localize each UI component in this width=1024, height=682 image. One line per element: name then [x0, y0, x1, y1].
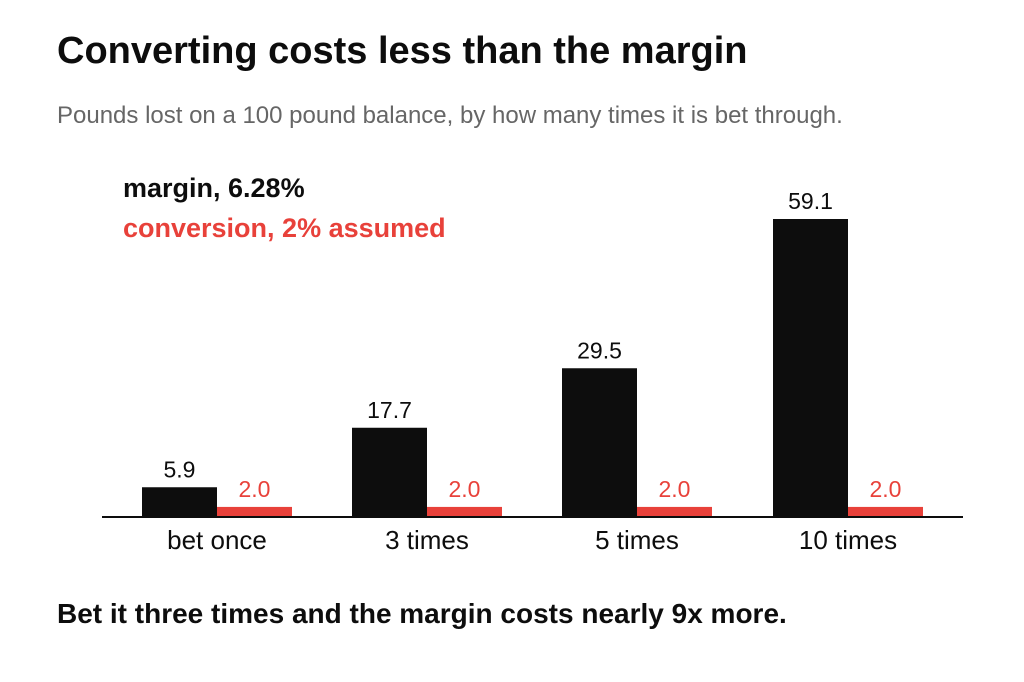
conversion-bar-2 — [637, 506, 712, 517]
legend: margin, 6.28% conversion, 2% assumed — [123, 168, 446, 248]
x-tick-label-1: 3 times — [385, 525, 469, 555]
margin-value-label-0: 5.9 — [164, 456, 196, 482]
x-tick-label-3: 10 times — [799, 525, 897, 555]
chart-subtitle: Pounds lost on a 100 pound balance, by h… — [57, 102, 843, 129]
conversion-value-label-0: 2.0 — [239, 476, 271, 502]
conversion-value-label-1: 2.0 — [449, 476, 481, 502]
conversion-bar-0 — [217, 506, 292, 517]
conversion-value-label-2: 2.0 — [659, 476, 691, 502]
conversion-value-label-3: 2.0 — [870, 476, 902, 502]
margin-bar-1 — [352, 427, 427, 517]
margin-value-label-2: 29.5 — [577, 337, 622, 363]
x-tick-label-2: 5 times — [595, 525, 679, 555]
margin-bar-0 — [142, 487, 217, 517]
margin-bar-2 — [562, 368, 637, 517]
chart-title: Converting costs less than the margin — [57, 30, 748, 72]
legend-item-margin: margin, 6.28% — [123, 173, 305, 203]
conversion-bar-1 — [427, 506, 502, 517]
margin-bar-3 — [773, 219, 848, 517]
legend-item-conversion: conversion, 2% assumed — [123, 213, 446, 243]
margin-value-label-1: 17.7 — [367, 397, 412, 423]
margin-value-label-3: 59.1 — [788, 188, 833, 214]
conversion-bar-3 — [848, 506, 923, 517]
x-tick-label-0: bet once — [167, 525, 267, 555]
footnote: Bet it three times and the margin costs … — [57, 598, 787, 629]
